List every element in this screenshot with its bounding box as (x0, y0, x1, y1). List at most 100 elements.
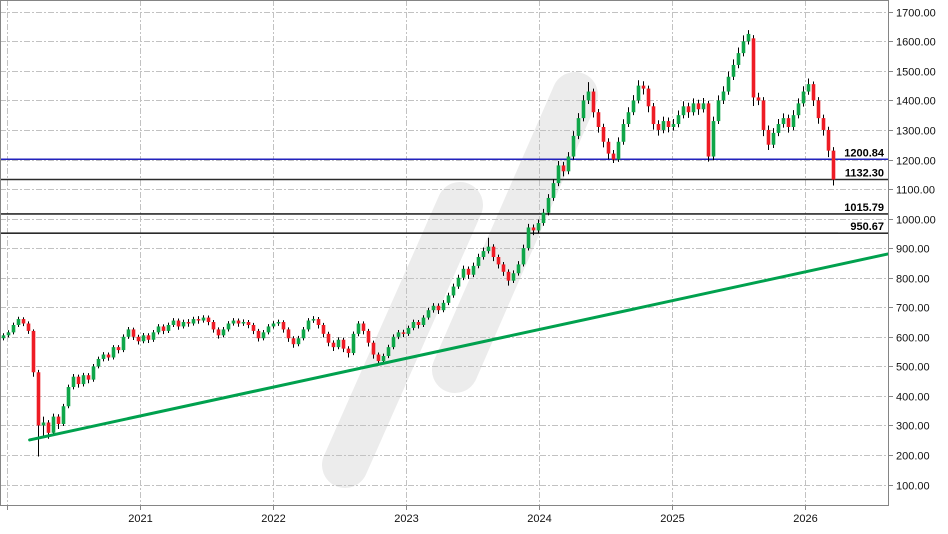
candle-body (226, 323, 231, 330)
candle-body (286, 329, 291, 339)
y-axis-label: 900.00 (896, 244, 930, 256)
candle (246, 319, 251, 329)
candle-body (621, 124, 626, 142)
candle (21, 317, 26, 327)
candle (421, 315, 426, 328)
candle-body (186, 322, 191, 324)
candle-body (176, 320, 181, 327)
candle (356, 321, 361, 337)
candle-body (116, 347, 121, 351)
candle (286, 327, 291, 342)
price-level-label: 950.67 (850, 221, 884, 233)
candle-body (46, 422, 51, 433)
y-axis-label: 300.00 (896, 421, 930, 433)
candle-body (136, 336, 141, 342)
candle-body (311, 319, 316, 321)
candle (621, 119, 626, 145)
candle-body (506, 271, 511, 281)
candle-body (86, 375, 91, 380)
candle (416, 319, 421, 329)
candle (816, 97, 821, 124)
candle (511, 270, 516, 284)
candle (161, 324, 166, 335)
candle (61, 403, 66, 427)
candle (101, 352, 106, 362)
candle-body (826, 129, 831, 151)
candle-body (491, 246, 496, 258)
candle-body (291, 338, 296, 345)
y-axis-label: 200.00 (896, 451, 930, 463)
candle (671, 119, 676, 131)
candle (371, 340, 376, 359)
candle-body (416, 322, 421, 325)
candle (521, 244, 526, 267)
candle-body (736, 53, 741, 65)
candle (316, 317, 321, 329)
candle (31, 329, 36, 377)
x-axis-label: 2023 (394, 513, 418, 525)
candle (601, 123, 606, 148)
candle-body (816, 100, 821, 119)
candle (481, 247, 486, 260)
candle (426, 307, 431, 320)
candle-body (616, 141, 621, 160)
candle (576, 113, 581, 140)
level-labels: 1200.84 1132.30 1015.79 950.67 (838, 146, 887, 233)
candle (746, 30, 751, 45)
candle-body (711, 121, 716, 157)
candle-body (331, 342, 336, 348)
candle (686, 102, 691, 118)
candle (241, 319, 246, 326)
candle (206, 315, 211, 326)
candle (751, 35, 756, 107)
candle-body (476, 257, 481, 266)
candle-body (21, 319, 26, 324)
candle-body (801, 91, 806, 104)
candle (731, 59, 736, 81)
candle (66, 384, 71, 409)
candle-body (576, 118, 581, 136)
price-level-label: 1200.84 (844, 147, 885, 159)
candle-body (461, 268, 466, 278)
candle (296, 335, 301, 347)
price-level-label: 1015.79 (844, 202, 884, 214)
candle-body (666, 121, 671, 127)
y-axis-label: 1300.00 (896, 126, 936, 138)
candle (591, 88, 596, 118)
candle (541, 208, 546, 226)
candle (186, 319, 191, 327)
y-axis-label: 700.00 (896, 303, 930, 315)
candle (201, 315, 206, 323)
candle (236, 318, 241, 327)
candle (141, 332, 146, 344)
candle (26, 321, 31, 334)
candle-body (366, 330, 371, 343)
candle-body (121, 336, 126, 351)
candle (561, 161, 566, 177)
candle-body (781, 118, 786, 125)
candle (411, 319, 416, 331)
y-axis-label: 1200.00 (896, 156, 936, 168)
candle-body (791, 115, 796, 127)
candle-body (31, 330, 36, 373)
candle (406, 325, 411, 336)
candle-body (66, 387, 71, 407)
candle-body (626, 112, 631, 125)
candle-body (466, 268, 471, 275)
trend-line[interactable] (28, 252, 889, 442)
candle-body (456, 277, 461, 287)
candle-body (656, 124, 661, 130)
candle (276, 319, 281, 326)
candle-body (266, 326, 271, 333)
candle-body (636, 85, 641, 101)
candle (321, 322, 326, 338)
candle-body (821, 118, 826, 130)
candle-body (716, 100, 721, 122)
candle (56, 414, 61, 429)
candle-body (446, 295, 451, 303)
candle-body (731, 64, 736, 77)
candle-body (751, 38, 756, 98)
candle (121, 334, 126, 353)
candle-body (361, 323, 366, 331)
